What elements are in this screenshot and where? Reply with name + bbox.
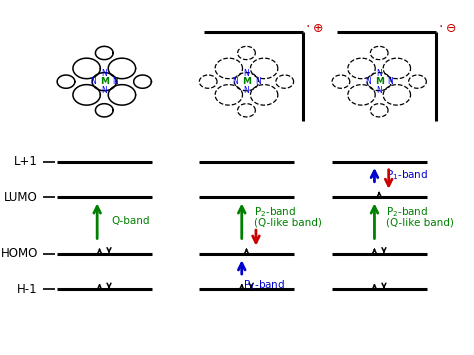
Text: ·: · <box>306 20 310 34</box>
Text: N: N <box>232 77 238 86</box>
Text: N: N <box>244 86 249 94</box>
Text: Q-band: Q-band <box>111 216 150 226</box>
Text: (Q-like band): (Q-like band) <box>386 218 454 228</box>
Text: N: N <box>90 77 96 86</box>
Text: P$_2$-band: P$_2$-band <box>386 205 428 219</box>
Text: N: N <box>365 77 371 86</box>
Text: N: N <box>101 86 107 94</box>
Text: ⊖: ⊖ <box>446 22 456 35</box>
Text: M: M <box>242 77 251 86</box>
Text: L+1: L+1 <box>14 155 38 168</box>
Text: M: M <box>100 77 109 86</box>
Text: P$_1$-band: P$_1$-band <box>243 279 285 293</box>
Text: LUMO: LUMO <box>4 191 38 203</box>
Text: N: N <box>244 69 249 78</box>
Text: M: M <box>375 77 383 86</box>
Text: (Q-like band): (Q-like band) <box>254 218 321 228</box>
Text: N: N <box>376 86 382 94</box>
Text: ⊕: ⊕ <box>313 22 323 35</box>
Text: H-1: H-1 <box>17 283 38 296</box>
Text: ·: · <box>438 20 443 34</box>
Text: N: N <box>101 69 107 78</box>
Text: N: N <box>376 69 382 78</box>
Text: N: N <box>255 77 261 86</box>
Text: N: N <box>388 77 393 86</box>
Text: P$_2$-band: P$_2$-band <box>254 205 296 219</box>
Text: N: N <box>113 77 118 86</box>
Text: P$_1$-band: P$_1$-band <box>386 168 428 182</box>
Text: HOMO: HOMO <box>0 247 38 260</box>
